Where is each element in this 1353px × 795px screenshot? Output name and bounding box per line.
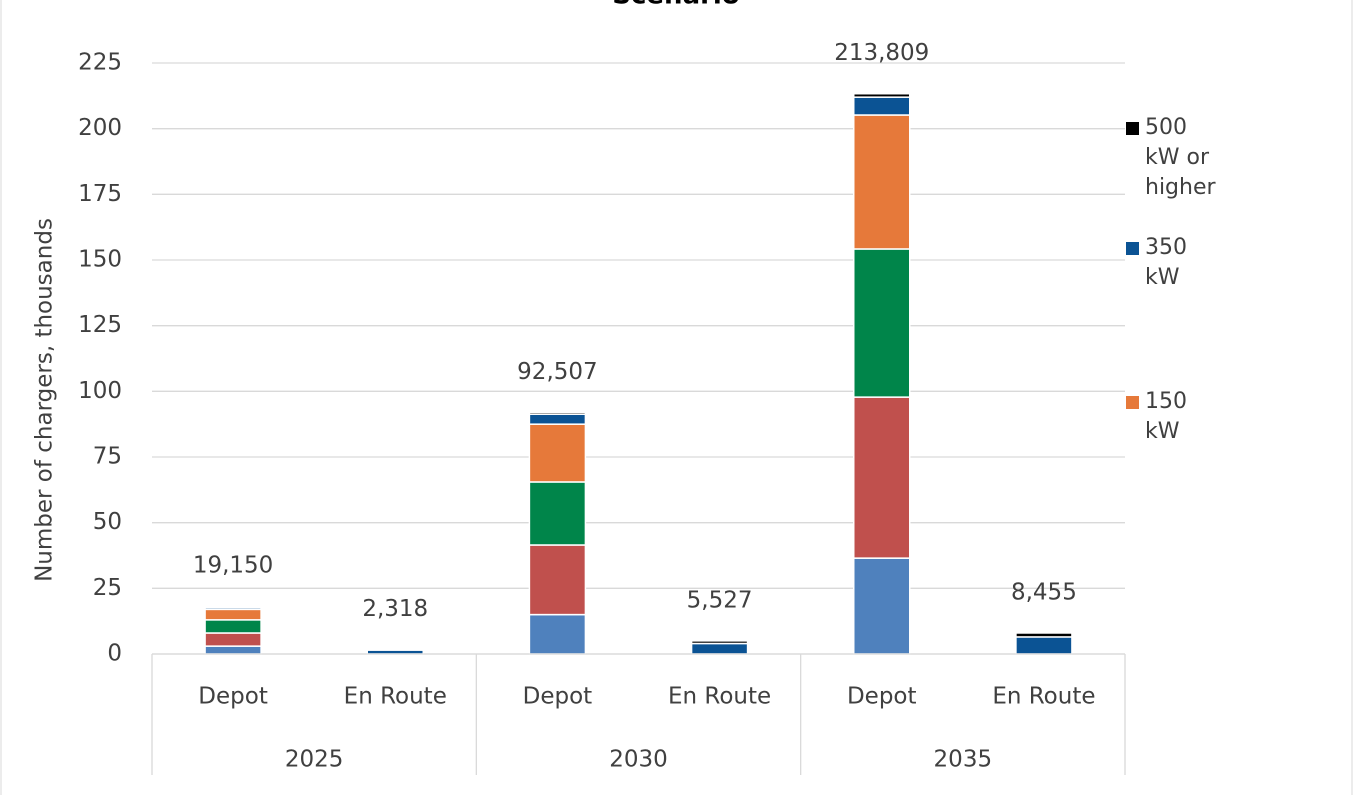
group-label: 2035 [934, 747, 993, 773]
y-tick-label: 0 [107, 641, 122, 667]
legend-swatch [1126, 396, 1139, 409]
y-tick-label: 200 [78, 115, 122, 141]
total-label: 92,507 [517, 359, 597, 385]
bar-segment [204, 608, 262, 621]
x-tick-label: Depot [523, 684, 593, 710]
bar-segment [1015, 632, 1073, 638]
bar-segment [853, 92, 911, 98]
legend-swatch [1126, 122, 1139, 135]
total-label: 213,809 [834, 40, 929, 66]
y-tick-label: 225 [78, 50, 122, 76]
y-tick-label: 175 [78, 181, 122, 207]
bar-segment [528, 613, 587, 655]
bar-segment [204, 632, 262, 647]
bar-segment [528, 544, 587, 616]
x-tick-label: En Route [344, 684, 447, 710]
bar-segment [853, 557, 911, 655]
x-tick-label: Depot [198, 684, 268, 710]
y-tick-label: 25 [93, 575, 122, 601]
group-label: 2030 [609, 747, 668, 773]
bar-segment [528, 481, 587, 546]
x-tick-label: Depot [847, 684, 917, 710]
total-label: 8,455 [1011, 579, 1077, 605]
legend-swatch [1126, 242, 1139, 255]
legend-label: 150 kW [1145, 389, 1187, 444]
bar-segment [366, 648, 424, 651]
legend-label: 350 kW [1145, 235, 1187, 290]
x-tick-label: En Route [992, 684, 1095, 710]
chart-title: Scenario [612, 0, 739, 11]
y-tick-label: 50 [93, 509, 122, 535]
bar-segment [853, 396, 911, 559]
y-axis-title: Number of chargers, thousands [32, 218, 58, 582]
total-label: 19,150 [193, 553, 273, 579]
legend-label: 500 kW or higher [1145, 115, 1216, 200]
x-tick-label: En Route [668, 684, 771, 710]
bar-segment [853, 114, 911, 250]
group-label: 2025 [285, 747, 344, 773]
y-tick-label: 150 [78, 247, 122, 273]
bar-segment [528, 411, 587, 415]
bar-segment [690, 642, 749, 655]
bar-segment [853, 96, 911, 116]
y-tick-label: 75 [93, 444, 122, 470]
bar-segment [204, 645, 262, 655]
bar-segment [528, 413, 587, 425]
bar-segment [1015, 636, 1073, 655]
bar-segment [853, 248, 911, 398]
bar-segment [528, 423, 587, 483]
bar-segment [204, 605, 262, 609]
y-tick-label: 100 [78, 378, 122, 404]
bar-segment [690, 640, 749, 645]
bar-segment [204, 619, 262, 634]
total-label: 5,527 [687, 587, 753, 613]
y-tick-label: 125 [78, 312, 122, 338]
total-label: 2,318 [362, 596, 428, 622]
